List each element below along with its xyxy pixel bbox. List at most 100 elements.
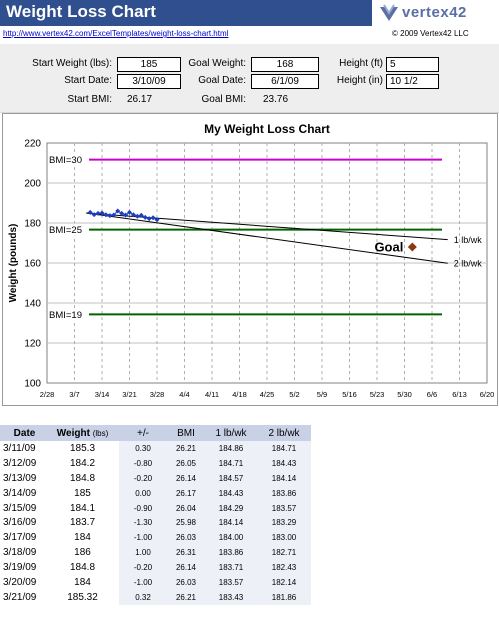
weight-data-point <box>142 214 148 220</box>
height-in-field[interactable]: 10 1/2 <box>386 74 439 89</box>
y-tick-label: 160 <box>24 259 41 270</box>
table-row: 3/17/09 184 -1.00 26.03 184.00 183.00 <box>0 530 311 546</box>
weight-data-point <box>119 210 125 216</box>
weight-data-point <box>107 213 113 219</box>
col-bmi: BMI <box>167 425 205 441</box>
weight-data-point <box>103 212 109 218</box>
trend-line-label: 2 lb/wk <box>454 259 483 269</box>
y-tick-label: 220 <box>24 139 41 150</box>
cell-1lb: 183.57 <box>205 575 257 590</box>
cell-diff: 1.00 <box>119 545 167 561</box>
cell-weight[interactable]: 185 <box>74 487 91 499</box>
cell-bmi: 26.05 <box>167 455 205 471</box>
cell-diff: 0.32 <box>119 589 167 605</box>
x-tick-label: 3/21 <box>122 390 137 399</box>
cell-date: 3/20/09 <box>3 576 37 588</box>
cell-1lb: 184.00 <box>205 530 257 546</box>
template-link[interactable]: http://www.vertex42.com/ExcelTemplates/w… <box>3 29 229 38</box>
cell-diff: 0.00 <box>119 485 167 501</box>
col-weight: Weight (lbs) <box>46 425 119 441</box>
y-tick-label: 200 <box>24 179 41 190</box>
cell-weight[interactable]: 184.2 <box>69 457 96 469</box>
col-diff: +/- <box>119 425 167 441</box>
cell-weight[interactable]: 183.7 <box>69 517 96 529</box>
cell-1lb: 184.43 <box>205 485 257 501</box>
weight-data-point <box>150 215 156 221</box>
x-tick-label: 5/16 <box>342 390 357 399</box>
copyright: © 2009 Vertex42 LLC <box>392 29 469 38</box>
y-tick-label: 180 <box>24 219 41 230</box>
weight-data-point <box>146 216 152 222</box>
cell-weight[interactable]: 186 <box>74 547 91 559</box>
x-tick-label: 4/4 <box>179 390 189 399</box>
bmi-reference-label: BMI=30 <box>49 155 82 166</box>
cell-date: 3/12/09 <box>3 457 37 469</box>
cell-2lb: 183.00 <box>257 530 311 546</box>
goal-weight-field[interactable]: 168 <box>251 57 319 72</box>
cell-diff: -1.30 <box>119 515 167 531</box>
col-date: Date <box>0 425 46 441</box>
table-header-row: Date Weight (lbs) +/- BMI 1 lb/wk 2 lb/w… <box>0 425 311 441</box>
page-title: Weight Loss Chart <box>6 2 156 21</box>
height-ft-label: Height (ft) <box>339 58 383 69</box>
x-tick-label: 6/6 <box>427 390 437 399</box>
cell-bmi: 26.21 <box>167 441 205 456</box>
cell-2lb: 184.14 <box>257 470 311 486</box>
goal-date-field[interactable]: 6/1/09 <box>251 74 319 89</box>
cell-weight[interactable]: 185.3 <box>69 442 96 454</box>
cell-diff: -1.00 <box>119 575 167 590</box>
cell-bmi: 26.03 <box>167 530 205 546</box>
x-tick-label: 5/30 <box>397 390 412 399</box>
x-tick-label: 3/14 <box>95 390 110 399</box>
cell-1lb: 184.29 <box>205 500 257 516</box>
weight-data-point <box>95 210 101 216</box>
goal-bmi-value: 23.76 <box>263 94 289 105</box>
cell-bmi: 26.04 <box>167 500 205 516</box>
cell-1lb: 183.71 <box>205 560 257 576</box>
cell-date: 3/15/09 <box>3 502 37 514</box>
trend-line-label: 1 lb/wk <box>454 235 483 245</box>
start-weight-field[interactable]: 185 <box>117 57 181 72</box>
table-row: 3/19/09 184.8 -0.20 26.14 183.71 182.43 <box>0 560 311 576</box>
cell-1lb: 183.43 <box>205 589 257 605</box>
table-row: 3/21/09 185.32 0.32 26.21 183.43 181.86 <box>0 589 311 605</box>
cell-1lb: 184.14 <box>205 515 257 531</box>
cell-weight[interactable]: 184 <box>74 576 91 588</box>
x-tick-label: 3/7 <box>69 390 79 399</box>
cell-date: 3/18/09 <box>3 547 37 559</box>
goal-bmi-label: Goal BMI: <box>201 94 246 105</box>
height-ft-field[interactable]: 5 <box>386 57 439 72</box>
table-row: 3/14/09 185 0.00 26.17 184.43 183.86 <box>0 485 311 501</box>
cell-1lb: 184.71 <box>205 455 257 471</box>
cell-weight[interactable]: 184.8 <box>69 472 96 484</box>
table-row: 3/11/09 185.3 0.30 26.21 184.86 184.71 <box>0 441 311 456</box>
cell-2lb: 181.86 <box>257 589 311 605</box>
y-axis-label: Weight (pounds) <box>8 224 19 303</box>
weight-data-point <box>123 212 129 218</box>
height-in-label: Height (in) <box>336 75 383 86</box>
cell-weight[interactable]: 184 <box>74 532 91 544</box>
weight-data-point <box>154 217 160 223</box>
chart-title: My Weight Loss Chart <box>204 122 330 136</box>
weight-data-point <box>130 212 136 218</box>
cell-weight[interactable]: 185.32 <box>67 591 98 603</box>
cell-bmi: 25.98 <box>167 515 205 531</box>
cell-weight[interactable]: 184.1 <box>69 502 96 514</box>
cell-bmi: 26.14 <box>167 470 205 486</box>
cell-bmi: 26.14 <box>167 560 205 576</box>
start-date-field[interactable]: 3/10/09 <box>117 74 181 89</box>
cell-bmi: 26.03 <box>167 575 205 590</box>
y-tick-label: 120 <box>24 339 41 350</box>
table-row: 3/13/09 184.8 -0.20 26.14 184.57 184.14 <box>0 470 311 486</box>
weight-data-point <box>134 213 140 219</box>
cell-diff: -0.80 <box>119 455 167 471</box>
goal-weight-label: Goal Weight: <box>188 58 246 69</box>
cell-date: 3/16/09 <box>3 517 37 529</box>
start-date-label: Start Date: <box>64 75 112 86</box>
x-tick-label: 6/13 <box>452 390 467 399</box>
x-tick-label: 4/25 <box>260 390 275 399</box>
cell-1lb: 184.57 <box>205 470 257 486</box>
weight-data-point <box>115 208 121 214</box>
cell-weight[interactable]: 184.8 <box>69 562 96 574</box>
